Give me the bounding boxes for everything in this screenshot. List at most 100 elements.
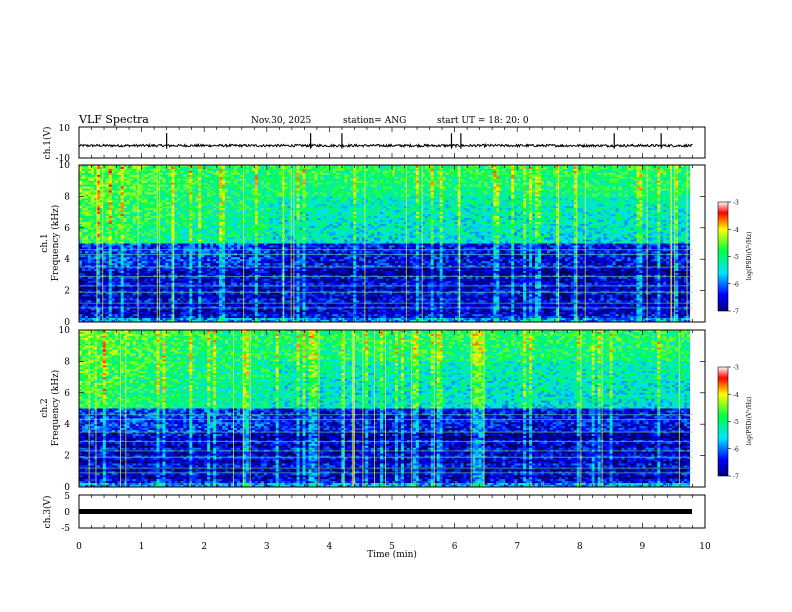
spec-cell: [186, 210, 190, 213]
spec-cell: [159, 239, 163, 242]
spec-cell: [84, 239, 89, 242]
spec-cell: [120, 304, 125, 307]
spec-cell: [248, 231, 253, 234]
spec-cell: [153, 186, 157, 189]
spec-cell: [120, 196, 125, 199]
spec-cell: [123, 269, 127, 272]
spec-cell: [144, 176, 148, 180]
spec-cell: [213, 186, 217, 189]
spec-cell: [132, 204, 136, 207]
spec-cell: [162, 194, 166, 197]
spec-cell: [177, 194, 181, 197]
spec-cell: [120, 245, 125, 248]
spec-cell: [129, 282, 133, 286]
spec-cell: [84, 227, 89, 231]
spec-cell: [144, 286, 148, 289]
spec-cell: [114, 178, 119, 181]
spec-cell: [195, 251, 199, 254]
spec-cell: [93, 241, 98, 244]
spec-cell: [195, 269, 199, 272]
spec-cell: [132, 261, 136, 264]
spec-cell: [177, 286, 181, 289]
spec-cell: [198, 294, 202, 297]
spec-cell: [228, 298, 232, 301]
spec-cell: [129, 298, 133, 301]
spec-cell: [165, 186, 169, 189]
spec-cell: [105, 308, 110, 311]
spec-cell: [180, 198, 184, 201]
spec-cell: [123, 274, 127, 278]
spec-cell: [180, 280, 184, 284]
spec-cell: [183, 219, 187, 223]
spec-cell: [186, 290, 190, 293]
spec-cell: [108, 247, 113, 250]
spec-cell: [236, 267, 241, 270]
spec-cell: [201, 249, 205, 252]
spec-cell: [216, 300, 220, 303]
spec-cell: [129, 288, 133, 291]
spec-cell: [219, 231, 223, 234]
spec-cell: [162, 282, 166, 286]
spec-cell: [135, 221, 139, 225]
spec-cell: [135, 296, 139, 299]
spec-cell: [156, 278, 160, 282]
spec-cell: [239, 198, 244, 201]
spec-cell: [219, 274, 223, 278]
spec-cell: [242, 186, 247, 189]
spec-cell: [165, 298, 169, 301]
spec-cell: [189, 270, 193, 274]
spec-cell: [162, 204, 166, 207]
spec-cell: [132, 300, 136, 303]
spec-cell: [192, 261, 196, 264]
spec-cell: [162, 202, 166, 205]
spec-cell: [254, 229, 259, 233]
spec-cell: [228, 182, 232, 185]
spec-cell: [117, 272, 122, 276]
spec-cell: [150, 184, 154, 187]
spec-cell: [153, 304, 157, 307]
spec-cell: [138, 267, 142, 270]
spec-cell: [183, 298, 187, 301]
spec-cell: [84, 320, 89, 322]
spec-cell: [132, 267, 136, 270]
spec-cell: [93, 263, 98, 266]
spec-cell: [234, 206, 238, 209]
spec-cell: [251, 165, 256, 168]
spec-cell: [141, 280, 145, 284]
spec-cell: [198, 168, 202, 172]
spec-cell: [225, 249, 229, 252]
spec-cell: [126, 245, 130, 248]
spec-cell: [222, 288, 226, 291]
spec-cell: [102, 184, 107, 187]
spec-cell: [177, 217, 181, 221]
spec-cell: [135, 306, 139, 309]
spec-cell: [159, 237, 163, 240]
spec-cell: [114, 200, 119, 203]
spec-cell: [117, 239, 122, 242]
spec-cell: [165, 231, 169, 234]
spec-cell: [254, 265, 259, 268]
spec-cell: [207, 182, 211, 185]
spec-cell: [257, 166, 262, 170]
spec-cell: [225, 208, 229, 211]
spec-cell: [144, 168, 148, 172]
spec-cell: [165, 249, 169, 252]
spec-cell: [248, 219, 253, 223]
spec-cell: [108, 314, 113, 317]
spec-cell: [225, 178, 229, 181]
spec-cell: [213, 265, 217, 268]
spec-cell: [123, 212, 127, 215]
spec-cell: [79, 304, 83, 307]
spec-cell: [147, 186, 151, 189]
spec-cell: [174, 310, 178, 313]
spec-cell: [87, 265, 92, 268]
spec-cell: [186, 216, 190, 219]
spec-cell: [257, 298, 262, 301]
spec-cell: [248, 225, 253, 229]
spec-cell: [245, 306, 250, 309]
spec-cell: [159, 200, 163, 203]
spec-cell: [108, 290, 113, 293]
spec-cell: [84, 278, 89, 282]
spec-cell: [132, 208, 136, 211]
spec-cell: [207, 298, 211, 301]
